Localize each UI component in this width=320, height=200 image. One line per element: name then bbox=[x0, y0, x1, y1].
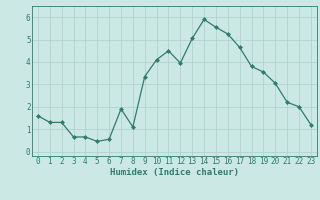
X-axis label: Humidex (Indice chaleur): Humidex (Indice chaleur) bbox=[110, 168, 239, 177]
